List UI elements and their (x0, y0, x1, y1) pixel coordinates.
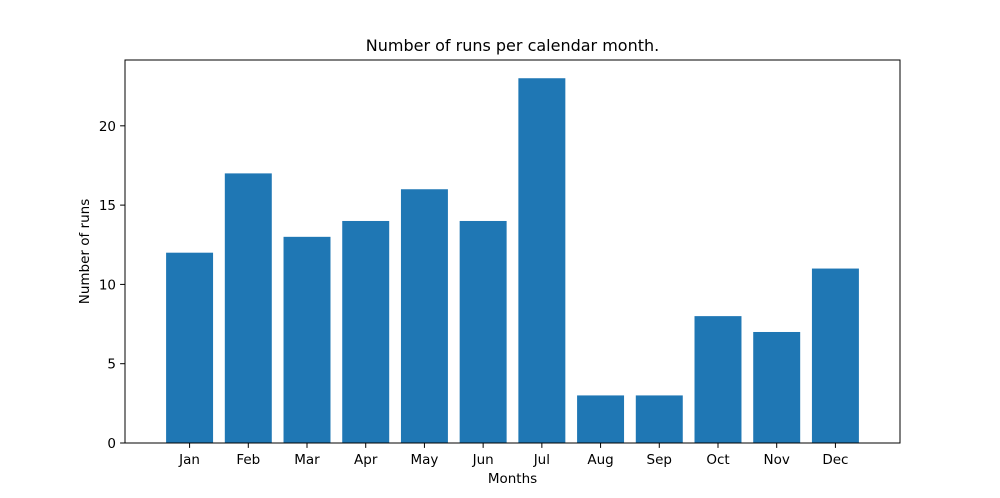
y-tick-label: 10 (99, 277, 116, 293)
bar-apr (342, 220, 390, 443)
bar-dec (811, 268, 859, 443)
x-tick-label: Jan (178, 452, 200, 468)
bar-aug (577, 395, 625, 443)
y-axis-ticks: 0 5 10 15 20 (99, 119, 125, 452)
x-tick-label: Oct (706, 452, 729, 468)
x-tick-label: Mar (294, 452, 320, 468)
bar-oct (694, 316, 742, 443)
x-tick-label: Feb (236, 452, 260, 468)
x-axis-label: Months (488, 471, 537, 487)
bar-nov (753, 331, 801, 443)
bar-may (400, 189, 448, 443)
y-tick-label: 5 (107, 357, 116, 373)
bar-jan (166, 252, 214, 443)
x-tick-label: May (410, 452, 438, 468)
bar-jul (518, 78, 566, 443)
bar-feb (224, 173, 272, 443)
y-tick-label: 20 (99, 119, 116, 135)
y-tick-label: 15 (99, 198, 116, 214)
x-tick-label: Nov (764, 452, 790, 468)
y-axis-label: Number of runs (77, 199, 93, 305)
x-axis-ticks: Jan Feb Mar Apr May Jun Jul Aug Sep Oct Nov Dec (178, 443, 848, 468)
x-tick-label: Jul (533, 452, 550, 468)
bar-mar (283, 236, 331, 443)
bar-sep (635, 395, 683, 443)
y-tick-label: 0 (107, 436, 116, 452)
plot-frame (124, 59, 901, 444)
bar-jun (459, 220, 507, 443)
x-tick-label: Aug (587, 452, 613, 468)
x-tick-label: Sep (647, 452, 672, 468)
chart-title: Number of runs per calendar month. (366, 36, 659, 55)
bars-group (166, 78, 859, 443)
x-tick-label: Apr (354, 452, 378, 468)
x-tick-label: Dec (822, 452, 848, 468)
x-tick-label: Jun (472, 452, 494, 468)
